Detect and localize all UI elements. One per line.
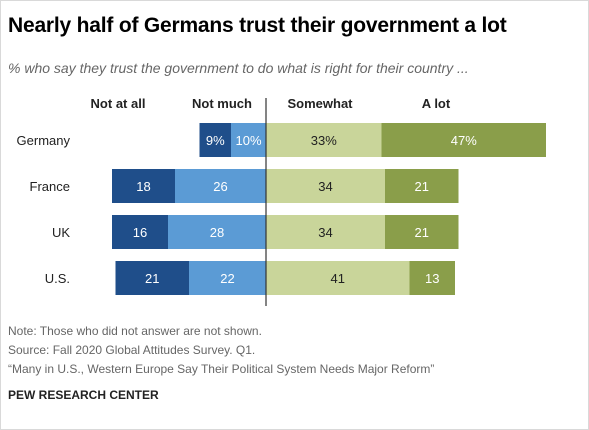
data-label-u-s-not-at-all: 21 bbox=[145, 271, 159, 286]
data-label-germany-not-much: 10% bbox=[235, 133, 261, 148]
bar-germany-a-lot bbox=[381, 123, 546, 157]
bar-u-s-not-at-all bbox=[115, 261, 189, 295]
data-label-france-not-much: 26 bbox=[213, 179, 227, 194]
data-label-u-s-not-much: 22 bbox=[220, 271, 234, 286]
bar-germany-not-at-all bbox=[199, 123, 231, 157]
chart-subtitle: % who say they trust the government to d… bbox=[8, 60, 469, 76]
legend-not-much: Not much bbox=[192, 96, 252, 111]
data-label-u-s-a-lot: 13 bbox=[425, 271, 439, 286]
legend-a-lot: A lot bbox=[422, 96, 451, 111]
bar-u-s-somewhat bbox=[266, 261, 410, 295]
bar-germany-somewhat bbox=[266, 123, 382, 157]
data-label-germany-not-at-all: 9% bbox=[206, 133, 225, 148]
data-label-france-not-at-all: 18 bbox=[136, 179, 150, 194]
legend-not-at-all: Not at all bbox=[91, 96, 146, 111]
data-label-uk-somewhat: 34 bbox=[318, 225, 332, 240]
pew-logo-text: PEW RESEARCH CENTER bbox=[8, 388, 159, 402]
data-label-germany-somewhat: 33% bbox=[311, 133, 337, 148]
data-label-france-a-lot: 21 bbox=[415, 179, 429, 194]
category-label-u-s: U.S. bbox=[45, 271, 70, 286]
bar-uk-a-lot bbox=[385, 215, 459, 249]
bar-uk-somewhat bbox=[266, 215, 385, 249]
data-label-uk-not-much: 28 bbox=[210, 225, 224, 240]
bar-france-a-lot bbox=[385, 169, 459, 203]
data-label-uk-not-at-all: 16 bbox=[133, 225, 147, 240]
bar-uk-not-much bbox=[168, 215, 266, 249]
category-label-france: France bbox=[30, 179, 70, 194]
bar-u-s-a-lot bbox=[409, 261, 455, 295]
bar-u-s-not-much bbox=[189, 261, 266, 295]
chart-note: Note: Those who did not answer are not s… bbox=[8, 324, 262, 338]
data-label-germany-a-lot: 47% bbox=[451, 133, 477, 148]
data-label-france-somewhat: 34 bbox=[318, 179, 332, 194]
data-label-u-s-somewhat: 41 bbox=[331, 271, 345, 286]
bar-france-not-much bbox=[175, 169, 266, 203]
category-label-uk: UK bbox=[52, 225, 70, 240]
bar-germany-not-much bbox=[231, 123, 266, 157]
report-title: “Many in U.S., Western Europe Say Their … bbox=[8, 362, 435, 376]
bar-france-not-at-all bbox=[112, 169, 175, 203]
chart-title: Nearly half of Germans trust their gover… bbox=[8, 14, 507, 37]
category-label-germany: Germany bbox=[17, 133, 71, 148]
chart-source: Source: Fall 2020 Global Attitudes Surve… bbox=[8, 343, 256, 357]
bar-france-somewhat bbox=[266, 169, 385, 203]
bar-uk-not-at-all bbox=[112, 215, 168, 249]
data-label-uk-a-lot: 21 bbox=[415, 225, 429, 240]
legend-somewhat: Somewhat bbox=[287, 96, 353, 111]
